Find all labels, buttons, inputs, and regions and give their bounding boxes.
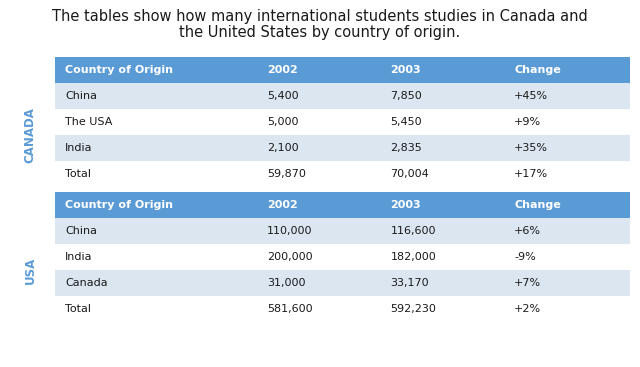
Text: CANADA: CANADA [24,107,36,163]
Text: 2002: 2002 [267,65,298,75]
Bar [383,244,506,270]
Bar [259,244,383,270]
Text: 110,000: 110,000 [267,226,312,236]
Text: +7%: +7% [514,278,541,288]
Text: China: China [65,91,97,101]
Bar [259,192,383,218]
Bar [506,109,630,135]
Bar [383,296,506,322]
Bar [506,161,630,187]
Text: Canada: Canada [65,278,108,288]
Text: 5,000: 5,000 [267,117,298,127]
Text: 2002: 2002 [267,200,298,210]
Bar [383,218,506,244]
Text: the United States by country of origin.: the United States by country of origin. [179,25,461,40]
Bar [55,109,259,135]
Bar [259,296,383,322]
Text: +6%: +6% [514,226,541,236]
Text: USA: USA [24,257,36,284]
Text: +17%: +17% [514,169,548,179]
Text: 33,170: 33,170 [390,278,429,288]
Bar [55,161,259,187]
Text: The USA: The USA [65,117,113,127]
Bar [55,83,259,109]
Text: 70,004: 70,004 [390,169,429,179]
Text: 5,400: 5,400 [267,91,298,101]
Bar [506,192,630,218]
Bar [506,57,630,83]
Text: The tables show how many international students studies in Canada and: The tables show how many international s… [52,10,588,25]
Text: Change: Change [514,65,561,75]
Bar [259,57,383,83]
Bar [383,109,506,135]
Text: China: China [65,226,97,236]
Text: 5,450: 5,450 [390,117,422,127]
Text: 581,600: 581,600 [267,304,312,314]
Bar [506,270,630,296]
Text: India: India [65,143,93,153]
Text: 182,000: 182,000 [390,252,436,262]
Bar [259,83,383,109]
Bar [383,135,506,161]
Text: 592,230: 592,230 [390,304,436,314]
Bar [55,218,259,244]
Text: 2003: 2003 [390,65,421,75]
Bar [259,109,383,135]
Text: 200,000: 200,000 [267,252,312,262]
Bar [259,135,383,161]
Bar [506,296,630,322]
Bar [55,270,259,296]
Bar [506,218,630,244]
Bar [55,135,259,161]
Bar [506,83,630,109]
Bar [383,161,506,187]
Text: -9%: -9% [514,252,536,262]
Text: 2,835: 2,835 [390,143,422,153]
Bar [259,270,383,296]
Text: Change: Change [514,200,561,210]
Bar [55,192,259,218]
Text: Country of Origin: Country of Origin [65,200,173,210]
Bar [259,218,383,244]
Text: 116,600: 116,600 [390,226,436,236]
Bar [506,135,630,161]
Text: 2003: 2003 [390,200,421,210]
Text: Total: Total [65,304,91,314]
Bar [55,57,259,83]
Text: India: India [65,252,93,262]
Text: Total: Total [65,169,91,179]
Text: 7,850: 7,850 [390,91,422,101]
Bar [259,161,383,187]
Bar [383,192,506,218]
Bar [383,270,506,296]
Text: 31,000: 31,000 [267,278,305,288]
Bar [506,244,630,270]
Text: +2%: +2% [514,304,541,314]
Bar [383,83,506,109]
Text: +9%: +9% [514,117,541,127]
Text: 2,100: 2,100 [267,143,298,153]
Bar [383,57,506,83]
Text: +45%: +45% [514,91,548,101]
Text: +35%: +35% [514,143,548,153]
Text: 59,870: 59,870 [267,169,306,179]
Bar [55,244,259,270]
Bar [55,296,259,322]
Text: Country of Origin: Country of Origin [65,65,173,75]
